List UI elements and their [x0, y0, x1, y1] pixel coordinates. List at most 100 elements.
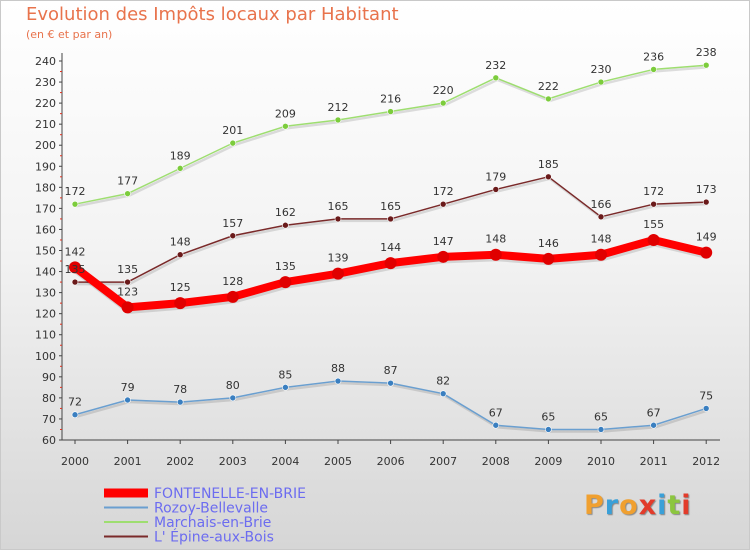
data-point-rozoy-bellevalle — [229, 394, 237, 402]
x-tick-label: 2004 — [271, 455, 299, 468]
data-point-l-pine-aux-bois — [387, 215, 394, 223]
data-point-rozoy-bellevalle — [334, 377, 342, 385]
data-point-fontenelle-en-brie — [700, 246, 713, 259]
data-point-marchais-en-brie — [545, 95, 552, 103]
data-label-marchais-en-brie: 238 — [696, 46, 717, 59]
y-tick-label: 200 — [35, 139, 56, 152]
y-tick-label: 160 — [35, 223, 56, 236]
data-label-l-pine-aux-bois: 172 — [643, 185, 664, 198]
data-point-fontenelle-en-brie — [595, 248, 607, 261]
data-label-fontenelle-en-brie: 139 — [328, 252, 349, 265]
series-line-rozoy-bellevalle — [74, 380, 707, 431]
data-point-rozoy-bellevalle — [282, 384, 289, 391]
series-shadow-marchais-en-brie — [76, 65, 708, 208]
x-tick-label: 2000 — [61, 455, 89, 468]
data-point-marchais-en-brie — [439, 99, 447, 107]
data-label-marchais-en-brie: 216 — [380, 93, 401, 106]
data-label-rozoy-bellevalle: 79 — [121, 381, 135, 394]
legend-label: L' Épine-aux-Bois — [154, 529, 274, 546]
data-point-rozoy-bellevalle — [71, 411, 79, 419]
x-tick-label: 2006 — [377, 455, 405, 468]
y-tick-label: 110 — [35, 329, 56, 342]
data-label-fontenelle-en-brie: 123 — [117, 285, 138, 298]
data-point-fontenelle-en-brie — [174, 297, 187, 310]
data-point-l-pine-aux-bois — [229, 232, 237, 240]
data-label-fontenelle-en-brie: 148 — [591, 233, 612, 246]
data-label-l-pine-aux-bois: 173 — [696, 183, 717, 196]
y-tick-label: 70 — [42, 413, 56, 426]
data-point-rozoy-bellevalle — [702, 405, 710, 412]
data-label-marchais-en-brie: 189 — [170, 149, 191, 162]
data-point-l-pine-aux-bois — [650, 200, 657, 208]
data-point-rozoy-bellevalle — [650, 421, 657, 429]
legend-label: Marchais-en-Brie — [154, 515, 271, 531]
x-tick-label: 2011 — [640, 455, 668, 468]
legend-label: FONTENELLE-EN-BRIE — [154, 486, 306, 502]
logo-letter: P — [584, 490, 605, 521]
data-point-l-pine-aux-bois — [439, 200, 447, 208]
data-label-fontenelle-en-brie: 149 — [696, 231, 717, 244]
data-label-l-pine-aux-bois: 165 — [328, 200, 349, 213]
data-point-marchais-en-brie — [229, 139, 237, 147]
logo-letter: i — [657, 490, 668, 521]
data-label-fontenelle-en-brie: 146 — [538, 237, 559, 250]
data-label-l-pine-aux-bois: 166 — [591, 198, 612, 211]
data-point-marchais-en-brie — [176, 165, 184, 172]
data-label-marchais-en-brie: 222 — [538, 80, 559, 93]
x-tick-label: 2002 — [166, 455, 194, 468]
y-tick-label: 100 — [35, 350, 56, 363]
data-label-rozoy-bellevalle: 65 — [594, 410, 608, 423]
x-tick-label: 2009 — [534, 455, 562, 468]
data-point-fontenelle-en-brie — [69, 261, 81, 274]
data-label-l-pine-aux-bois: 135 — [65, 263, 86, 276]
x-tick-label: 2001 — [114, 455, 142, 468]
data-point-fontenelle-en-brie — [279, 276, 292, 289]
x-tick-label: 2003 — [219, 455, 247, 468]
data-label-marchais-en-brie: 220 — [433, 84, 454, 97]
data-point-rozoy-bellevalle — [439, 390, 447, 397]
x-tick-label: 2007 — [429, 455, 457, 468]
data-label-fontenelle-en-brie: 135 — [275, 260, 296, 273]
data-point-l-pine-aux-bois — [492, 186, 500, 193]
data-point-marchais-en-brie — [71, 200, 79, 208]
x-tick-label: 2010 — [587, 455, 615, 468]
logo-letter: o — [619, 490, 639, 521]
data-label-l-pine-aux-bois: 172 — [433, 185, 454, 198]
x-tick-label: 2008 — [482, 455, 510, 468]
data-label-l-pine-aux-bois: 165 — [380, 200, 401, 213]
legend-label: Rozoy-Bellevalle — [154, 501, 268, 517]
data-label-marchais-en-brie: 212 — [328, 101, 349, 114]
y-tick-label: 120 — [35, 308, 56, 321]
data-point-marchais-en-brie — [282, 122, 289, 130]
logo-letter: i — [681, 490, 692, 521]
data-label-rozoy-bellevalle: 85 — [278, 368, 292, 381]
logo-letter: t — [667, 490, 682, 521]
data-label-marchais-en-brie: 177 — [117, 175, 138, 188]
data-label-fontenelle-en-brie: 148 — [485, 233, 506, 246]
y-tick-label: 220 — [35, 97, 56, 110]
data-label-marchais-en-brie: 209 — [275, 107, 296, 120]
data-point-fontenelle-en-brie — [121, 301, 134, 314]
series-shadow-rozoy-bellevalle — [76, 381, 709, 433]
data-point-l-pine-aux-bois — [334, 215, 342, 223]
data-point-rozoy-bellevalle — [176, 398, 184, 406]
data-point-l-pine-aux-bois — [702, 198, 710, 206]
data-point-marchais-en-brie — [492, 74, 500, 82]
data-point-fontenelle-en-brie — [647, 233, 660, 246]
data-label-fontenelle-en-brie: 125 — [170, 281, 191, 294]
data-point-l-pine-aux-bois — [124, 278, 131, 286]
data-label-fontenelle-en-brie: 142 — [65, 245, 86, 258]
data-point-rozoy-bellevalle — [492, 421, 500, 429]
data-point-marchais-en-brie — [597, 78, 605, 86]
data-point-rozoy-bellevalle — [387, 379, 394, 387]
data-label-fontenelle-en-brie: 128 — [222, 275, 243, 288]
proxiti-logo: Proxiti — [584, 490, 692, 521]
data-point-marchais-en-brie — [702, 61, 710, 69]
data-label-l-pine-aux-bois: 185 — [538, 158, 559, 171]
data-point-fontenelle-en-brie — [489, 248, 502, 261]
data-label-rozoy-bellevalle: 65 — [541, 410, 555, 423]
data-point-fontenelle-en-brie — [542, 252, 555, 265]
y-tick-label: 140 — [35, 266, 56, 279]
x-tick-label: 2005 — [324, 455, 352, 468]
